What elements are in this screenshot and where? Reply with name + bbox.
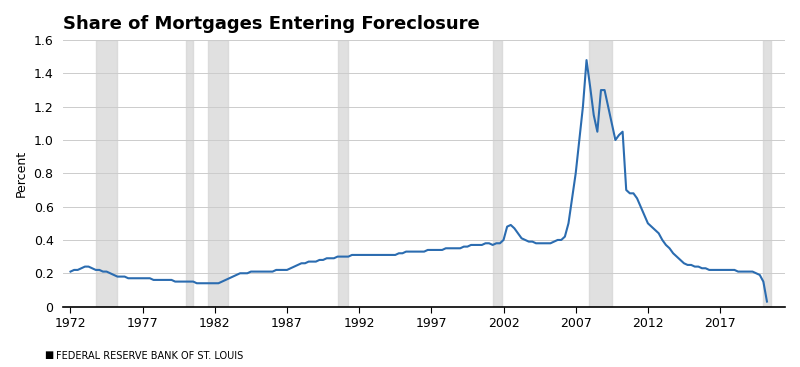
Bar [186,40,193,306]
Bar [208,40,228,306]
Bar [96,40,118,306]
Bar [493,40,502,306]
Bar [589,40,612,306]
Text: FEDERAL RESERVE BANK OF ST. LOUIS: FEDERAL RESERVE BANK OF ST. LOUIS [56,352,243,361]
Text: Share of Mortgages Entering Foreclosure: Share of Mortgages Entering Foreclosure [63,15,480,33]
Y-axis label: Percent: Percent [15,150,28,197]
Text: ■: ■ [44,350,54,360]
Bar [763,40,770,306]
Bar [338,40,348,306]
